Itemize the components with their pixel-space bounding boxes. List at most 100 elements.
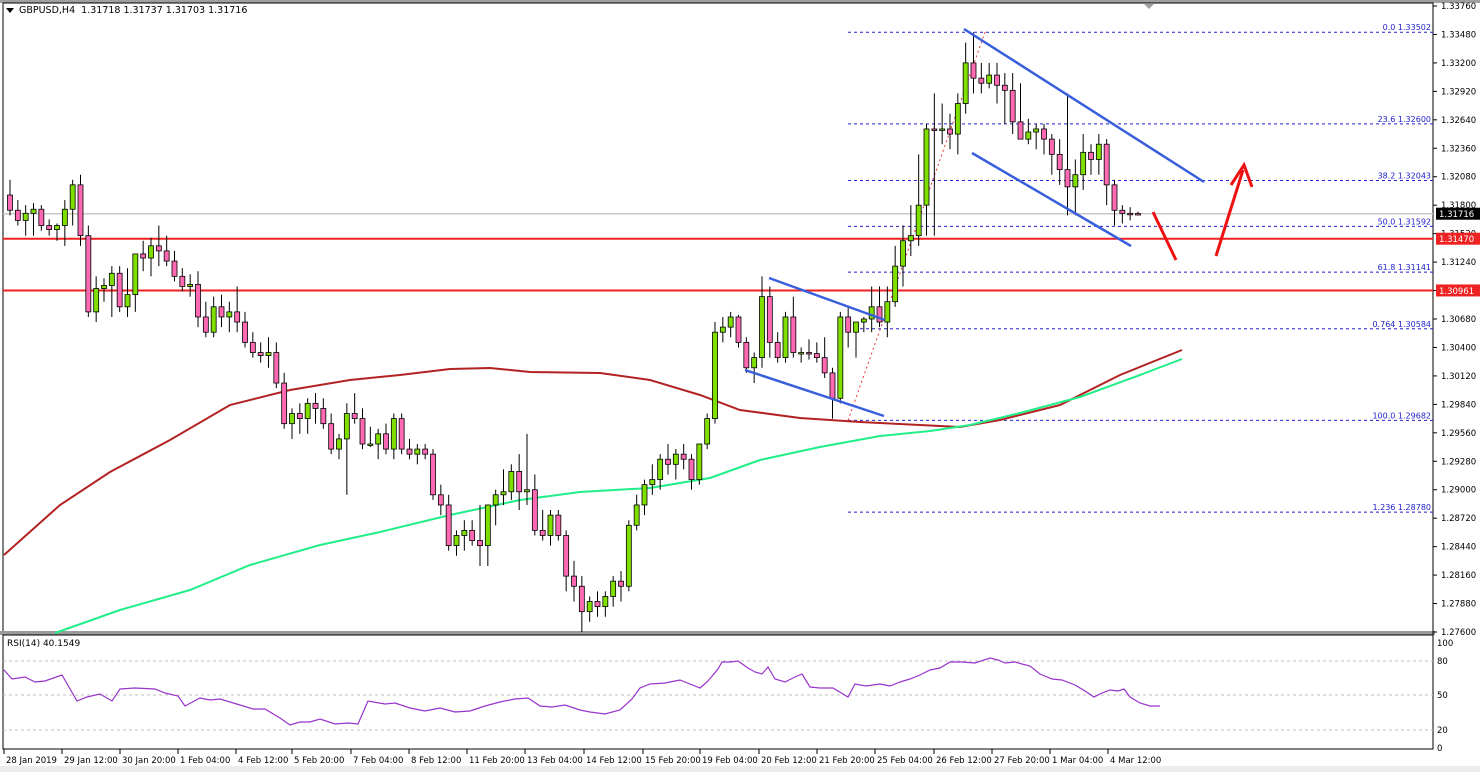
- candle-body: [1127, 212, 1134, 216]
- resistance-badge-text: 1.31470: [1439, 235, 1474, 245]
- candle-body: [249, 341, 256, 353]
- candle-body: [547, 514, 554, 536]
- candle-body: [422, 448, 429, 455]
- time-tick-label: 15 Feb 20:00: [645, 756, 701, 766]
- candle-body: [602, 596, 609, 607]
- time-tick-label: 19 Feb 04:00: [702, 756, 758, 766]
- candle-body: [1135, 213, 1141, 216]
- dropdown-triangle-icon[interactable]: [6, 8, 14, 13]
- window-top-border: [0, 0, 1480, 3]
- candle-body: [320, 408, 327, 425]
- candle-body: [1119, 209, 1126, 214]
- candle-body: [994, 74, 1000, 86]
- candle-body: [978, 77, 985, 84]
- channel-trendline[interactable]: [971, 151, 1132, 248]
- time-tick-label: 25 Feb 04:00: [877, 756, 933, 766]
- candle-body: [782, 316, 789, 359]
- price-panel-frame: [2, 2, 1434, 633]
- time-tick-label: 29 Jan 12:00: [64, 756, 118, 766]
- time-tick-label: 4 Feb 12:00: [238, 756, 288, 766]
- chart-shift-marker-icon[interactable]: [1144, 4, 1154, 9]
- channel-trendline[interactable]: [768, 276, 886, 322]
- rsi-level-label: 80: [1437, 657, 1448, 667]
- candle-body: [257, 352, 264, 356]
- candle-body: [900, 240, 906, 267]
- candle-body: [336, 438, 342, 450]
- candle-body: [202, 316, 209, 333]
- candle-body: [390, 418, 397, 450]
- candle-body: [226, 311, 233, 318]
- candle-body: [296, 413, 303, 419]
- candle-body: [712, 331, 718, 419]
- candle-body: [359, 418, 366, 445]
- candle-body: [892, 265, 899, 303]
- candle-body: [970, 62, 977, 79]
- candle-body: [774, 341, 781, 359]
- candle-body: [594, 601, 601, 607]
- candle-body: [7, 194, 13, 211]
- resistance-badge-text: 1.30961: [1439, 287, 1474, 297]
- candle-body: [571, 575, 577, 587]
- channel-trendline[interactable]: [744, 368, 885, 418]
- candle-body: [657, 458, 664, 480]
- candle-body: [85, 235, 92, 313]
- time-tick-label: 20 Feb 12:00: [761, 756, 817, 766]
- candle-body: [108, 272, 115, 286]
- candle-body: [1064, 169, 1071, 188]
- candle-body: [77, 184, 84, 237]
- candle-body: [406, 448, 413, 455]
- candle-body: [665, 458, 671, 465]
- candle-body: [727, 316, 734, 328]
- candle-body: [469, 529, 476, 541]
- candle-body: [884, 301, 891, 323]
- ohlc-label: 1.31718 1.31737 1.31703 1.31716: [81, 5, 248, 16]
- candle-body: [500, 491, 507, 496]
- candle-body: [790, 316, 797, 353]
- price-tick-label: 1.29280: [1441, 457, 1476, 467]
- price-tick-label: 1.31240: [1441, 258, 1476, 268]
- candle-body: [343, 413, 350, 440]
- time-tick-label: 7 Feb 04:00: [353, 756, 403, 766]
- candle-body: [171, 260, 178, 277]
- candle-body: [61, 208, 68, 226]
- candle-body: [187, 284, 194, 287]
- candle-body: [1103, 143, 1110, 186]
- price-tick-label: 1.30120: [1441, 372, 1476, 382]
- candle-body: [1001, 84, 1008, 91]
- candle-body: [743, 341, 750, 369]
- price-tick-label: 1.28440: [1441, 543, 1476, 553]
- candle-body: [923, 128, 930, 206]
- resistance-badge: [1436, 232, 1480, 245]
- candle-body: [210, 306, 217, 333]
- fib-level-label: 61.8 1.31141: [1378, 263, 1431, 272]
- resistance-badge: [1436, 284, 1480, 297]
- time-tick-label: 21 Feb 20:00: [819, 756, 875, 766]
- price-tick-label: 1.33200: [1441, 59, 1476, 69]
- candle-body: [907, 235, 914, 242]
- candle-body: [1033, 128, 1040, 133]
- rsi-level-label: 0: [1437, 744, 1442, 754]
- candle-body: [813, 353, 820, 359]
- rsi-label: RSI(14) 40.1549: [7, 639, 81, 649]
- time-tick-label: 13 Feb 04:00: [527, 756, 583, 766]
- candle-body: [492, 494, 499, 506]
- candle-body: [954, 103, 961, 135]
- candle-body: [445, 504, 452, 547]
- candle-body: [806, 352, 812, 355]
- candle-body: [860, 318, 867, 323]
- candle-body: [610, 580, 617, 597]
- panel-splitter[interactable]: [0, 631, 1435, 635]
- channel-trendline[interactable]: [963, 27, 1205, 184]
- candle-body: [101, 285, 107, 289]
- candle-body: [461, 529, 468, 536]
- candle-body: [618, 580, 624, 587]
- candle-body: [1095, 143, 1102, 160]
- candle-body: [273, 352, 280, 384]
- candle-body: [69, 184, 76, 210]
- rsi-level-label: 50: [1437, 691, 1448, 701]
- candle-body: [437, 494, 444, 506]
- time-tick-label: 30 Jan 20:00: [122, 756, 176, 766]
- candle-body: [704, 418, 711, 445]
